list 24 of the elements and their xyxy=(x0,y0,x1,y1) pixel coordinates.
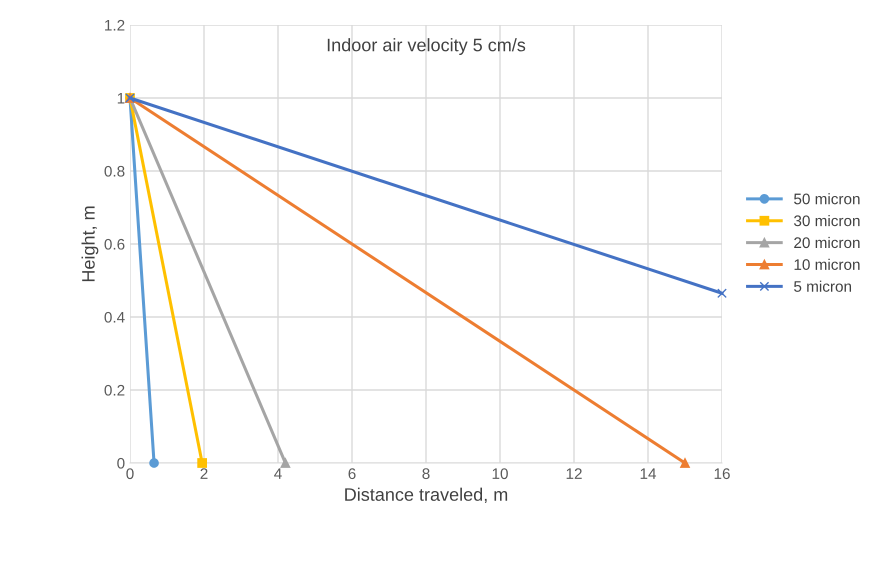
x-tick-label: 6 xyxy=(348,468,356,480)
y-axis-title: Height, m xyxy=(82,206,98,282)
y-tick-label: 0.6 xyxy=(104,238,124,250)
x-tick-label: 14 xyxy=(640,468,656,479)
y-tick-label: 0.4 xyxy=(104,312,125,323)
x-tick-label: 0 xyxy=(126,468,134,480)
x-tick-label: 8 xyxy=(422,468,430,480)
y-tick-label: 0 xyxy=(117,458,125,469)
x-tick-label: 16 xyxy=(714,468,730,480)
y-tick-label: 0.8 xyxy=(104,166,124,177)
legend-label: 5 micron xyxy=(794,280,852,292)
x-tick-label: 4 xyxy=(274,468,282,479)
x-tick-label: 2 xyxy=(200,468,208,479)
x-tick-label: 10 xyxy=(492,468,508,480)
y-tick-label: 1.2 xyxy=(105,20,124,31)
x-tick-label: 12 xyxy=(566,468,582,479)
legend-label: 20 micron xyxy=(794,236,860,248)
legend-label: 30 micron xyxy=(794,215,860,226)
text: Indoor air velocity 5 cm/s xyxy=(328,38,526,55)
y-tick-label: 0.2 xyxy=(104,384,124,396)
x-axis-title: Distance traveled, m xyxy=(345,488,508,504)
y-tick-label: 1 xyxy=(118,93,124,104)
legend-label: 10 micron xyxy=(794,258,860,270)
legend-label: 50 micron xyxy=(794,193,860,204)
